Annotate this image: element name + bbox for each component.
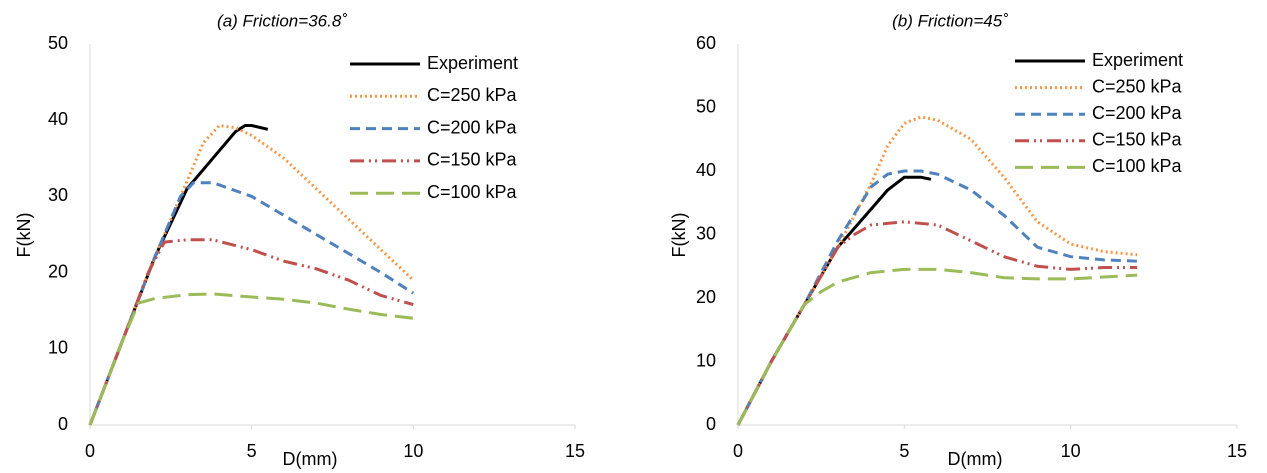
y-tick-label: 10 — [696, 350, 716, 370]
series-line — [736, 169, 1138, 426]
series-line — [88, 123, 415, 426]
y-tick-label: 50 — [696, 96, 716, 116]
chart-title: (a) Friction=36.8˚ — [217, 11, 347, 30]
y-axis-label: F(kN) — [14, 213, 34, 258]
x-tick-label: 0 — [733, 441, 743, 461]
series-line — [736, 175, 932, 426]
chart-title: (b) Friction=45˚ — [892, 11, 1008, 30]
y-tick-label: 60 — [696, 33, 716, 53]
x-tick-label: 10 — [1061, 441, 1081, 461]
y-tick-label: 30 — [48, 185, 68, 205]
legend-label: C=150 kPa — [1092, 130, 1183, 150]
series-line — [88, 292, 414, 426]
legend-label: C=250 kPa — [1092, 76, 1183, 96]
legend-label: C=200 kPa — [427, 117, 518, 137]
y-tick-label: 40 — [48, 109, 68, 129]
legend-label: C=100 kPa — [1092, 156, 1183, 176]
legend-label: Experiment — [1092, 50, 1183, 70]
y-tick-label: 40 — [696, 160, 716, 180]
y-tick-label: 50 — [48, 33, 68, 53]
series-line — [88, 238, 414, 426]
y-tick-label: 0 — [706, 414, 716, 434]
legend-label: C=150 kPa — [427, 150, 518, 170]
y-tick-label: 30 — [696, 223, 716, 243]
y-axis-label: F(kN) — [669, 213, 689, 258]
series-line — [736, 115, 1138, 426]
legend-label: Experiment — [427, 53, 518, 73]
x-tick-label: 5 — [247, 441, 257, 461]
x-axis-label: D(mm) — [283, 449, 338, 469]
series-line — [88, 124, 269, 426]
x-tick-label: 15 — [565, 441, 585, 461]
y-tick-label: 20 — [48, 261, 68, 281]
legend-label: C=250 kPa — [427, 85, 518, 105]
x-axis-label: D(mm) — [948, 449, 1003, 469]
x-tick-label: 0 — [85, 441, 95, 461]
y-tick-label: 20 — [696, 287, 716, 307]
y-tick-label: 0 — [58, 414, 68, 434]
x-tick-label: 10 — [403, 441, 423, 461]
legend-label: C=100 kPa — [427, 182, 518, 202]
series-line — [736, 220, 1138, 426]
x-tick-label: 15 — [1227, 441, 1247, 461]
series-line — [736, 267, 1138, 426]
x-tick-label: 5 — [899, 441, 909, 461]
y-tick-label: 10 — [48, 338, 68, 358]
legend-label: C=200 kPa — [1092, 103, 1183, 123]
